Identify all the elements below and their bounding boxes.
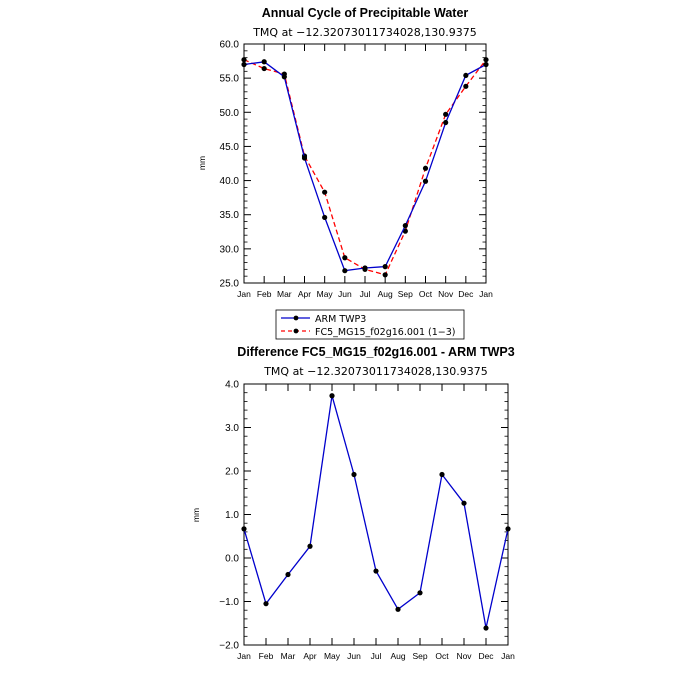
top-chart-ytick-label: 30.0 [220, 244, 240, 255]
bottom-chart-series-point [373, 568, 379, 574]
top-chart-ylabel: mm [197, 156, 207, 170]
bottom-chart-series-point [329, 393, 335, 399]
top-chart-series-point [463, 83, 469, 89]
bottom-chart-ytick-label: 1.0 [225, 510, 239, 521]
top-chart-xtick-label: Nov [438, 289, 454, 299]
top-chart-ytick-label: 60.0 [220, 40, 240, 51]
top-chart-xtick-label: Jan [237, 289, 251, 299]
bottom-chart-xtick-label: Jul [371, 651, 382, 661]
top-chart-xtick-label: Mar [277, 289, 292, 299]
bottom-chart-xtick-label: Nov [456, 651, 472, 661]
top-chart-xtick-label: May [317, 289, 334, 299]
top-chart-series-point [463, 72, 469, 79]
top-chart-ytick-label: 55.0 [220, 74, 240, 85]
top-chart-series-point [281, 74, 287, 80]
top-chart-series-line [243, 59, 487, 276]
top-chart-series-point [483, 61, 489, 68]
bottom-chart-xtick-label: Dec [478, 651, 494, 661]
bottom-chart-series-point [439, 471, 445, 478]
top-chart-xtick-label: Dec [458, 289, 474, 299]
bottom-chart-ytick-label: 2.0 [225, 467, 239, 478]
legend-marker-model [293, 328, 299, 334]
bottom-chart-xtick-label: Jan [237, 651, 251, 661]
top-chart-xtick-label: Jan [479, 289, 493, 299]
top-chart-series-point [422, 165, 429, 171]
bottom-chart-series-point [241, 526, 247, 532]
bottom-chart-xtick-label: Oct [435, 651, 449, 661]
bottom-chart-series-line [243, 395, 509, 629]
bottom-chart-frame [243, 383, 509, 646]
top-chart-series-point [241, 61, 247, 68]
bottom-chart-series-point [461, 500, 467, 506]
bottom-chart-xtick-label: Mar [281, 651, 296, 661]
bottom-chart-ytick-label: 4.0 [225, 380, 239, 391]
bottom-chart-xtick-label: Sep [412, 651, 427, 661]
bottom-chart-xtick-label: Jun [347, 651, 361, 661]
legend: ARM TWP3 FC5_MG15_f02g16.001 (1−3) [275, 309, 465, 340]
top-chart-ytick-label: 35.0 [220, 210, 240, 221]
top-chart-series-point [261, 59, 267, 65]
top-chart-series-point [322, 214, 328, 221]
top-chart-ytick-label: 25.0 [220, 279, 240, 290]
bottom-chart-ylabel: mm [191, 508, 201, 522]
bottom-chart-series-point [395, 606, 401, 612]
legend-box [275, 309, 465, 340]
top-chart-ytick-label: 50.0 [220, 108, 240, 119]
top-chart-series-point [362, 265, 368, 271]
top-chart-series-point [382, 264, 388, 270]
top-chart-xtick-label: Oct [419, 289, 433, 299]
bottom-chart-xtick-label: May [324, 651, 341, 661]
top-chart-series-point [382, 272, 388, 278]
bottom-chart-xtick-label: Feb [259, 651, 274, 661]
top-chart-series-point [342, 268, 348, 274]
bottom-chart-series-point [307, 543, 313, 549]
top-chart-xtick-label: Sep [398, 289, 413, 299]
bottom-chart-xtick-label: Aug [390, 651, 405, 661]
bottom-chart-series-point [483, 625, 489, 631]
bottom-chart-plot: −2.0 −1.0 0.0 1.0 2.0 3.0 4.0 Jan Feb Mar Apr May Ju… [219, 380, 515, 662]
top-chart-plot: 25.0 30.0 35.0 40.0 45.0 50.0 55.0 60.0 Jan Feb Ma… [220, 40, 494, 300]
top-chart-series-point [443, 119, 449, 126]
top-chart-series-point [402, 228, 408, 234]
top-chart-subtitle: TMQ at −12.32073011734028,130.9375 [252, 26, 477, 39]
top-chart-ytick-label: 45.0 [220, 142, 240, 153]
legend-label-model: FC5_MG15_f02g16.001 (1−3) [315, 327, 455, 338]
top-chart-series-point [402, 223, 408, 229]
top-chart-xtick-label: Jul [360, 289, 371, 299]
top-chart-frame [243, 43, 487, 284]
top-chart-series-point [301, 155, 308, 161]
top-chart-series-line [243, 61, 487, 272]
bottom-chart-subtitle: TMQ at −12.32073011734028,130.9375 [263, 365, 488, 378]
top-chart-series-point [443, 111, 449, 117]
bottom-chart-series-point [505, 526, 511, 532]
top-chart-series-point [342, 255, 348, 261]
top-chart-title: Annual Cycle of Precipitable Water [262, 6, 469, 20]
bottom-chart-series-point [285, 571, 291, 578]
top-chart-xtick-label: Feb [257, 289, 272, 299]
bottom-chart-ytick-label: 3.0 [225, 423, 239, 434]
top-chart-xtick-label: Aug [378, 289, 393, 299]
top-chart-xtick-label: Jun [338, 289, 352, 299]
top-chart-xtick-label: Apr [298, 289, 311, 299]
bottom-chart-ytick-label: −1.0 [219, 597, 239, 608]
bottom-chart-ytick-label: −2.0 [219, 641, 239, 652]
top-chart-series-point [483, 57, 489, 63]
top-chart-ytick-label: 40.0 [220, 176, 240, 187]
top-chart-series-point [261, 65, 267, 72]
bottom-chart-series-point [417, 590, 423, 596]
bottom-chart-title: Difference FC5_MG15_f02g16.001 - ARM TWP… [237, 345, 514, 359]
bottom-chart-series-point [263, 601, 269, 607]
top-chart-series-point [322, 189, 328, 195]
top-chart-series-point [241, 57, 247, 63]
legend-label-arm: ARM TWP3 [315, 314, 366, 325]
bottom-chart-ytick-label: 0.0 [225, 554, 239, 565]
bottom-chart-xtick-label: Jan [501, 651, 515, 661]
bottom-chart-xtick-label: Apr [303, 651, 316, 661]
top-chart-series-point [422, 178, 429, 184]
bottom-chart-series-point [351, 471, 357, 478]
legend-marker-arm [293, 315, 299, 321]
